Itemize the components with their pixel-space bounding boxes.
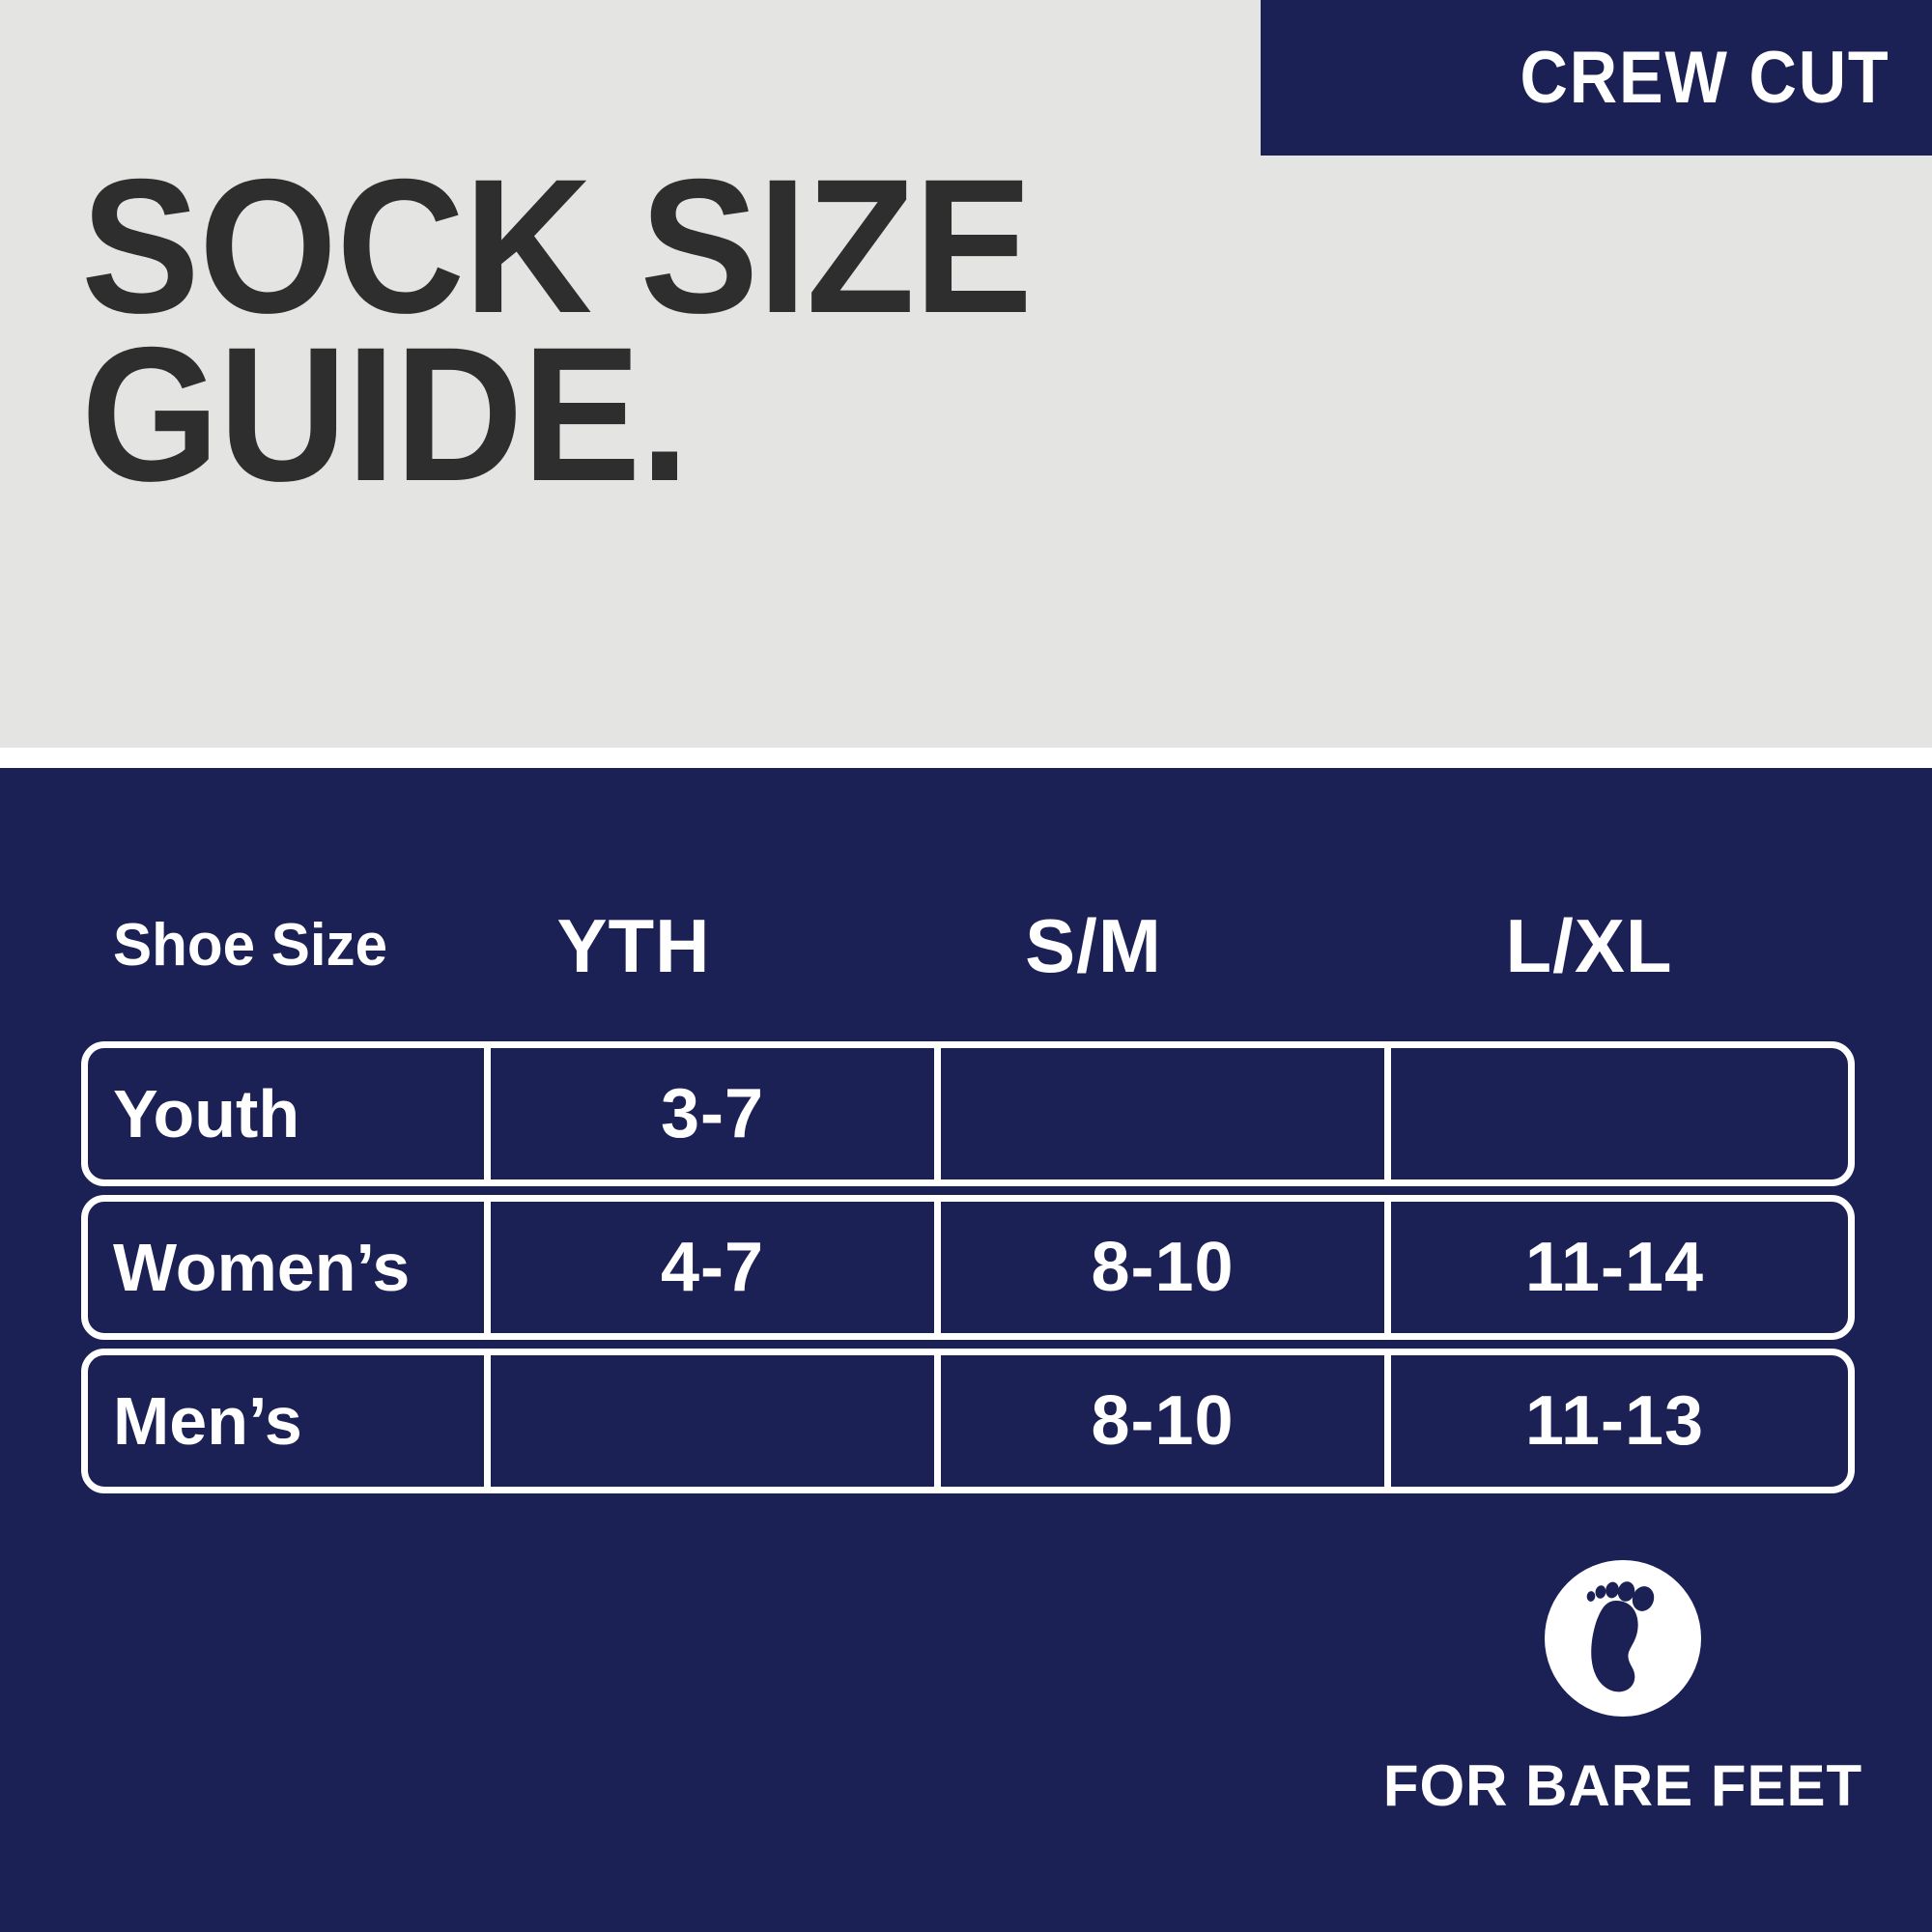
page-title-line-1: SOCK SIZE (81, 139, 1033, 353)
cell-mens-yth (484, 1355, 934, 1487)
cell-womens-yth: 4-7 (484, 1202, 934, 1333)
row-label-mens: Men’s (113, 1383, 302, 1459)
table-row: Women’s 4-7 8-10 11-14 (81, 1195, 1855, 1340)
column-header-shoe-size: Shoe Size (113, 912, 388, 979)
cell-womens-lxl: 11-14 (1384, 1202, 1838, 1333)
brand-name: FOR BARE FEET (1382, 1753, 1863, 1818)
cell-youth-yth: 3-7 (484, 1048, 934, 1179)
table-row: Men’s 8-10 11-13 (81, 1349, 1855, 1493)
cell-youth-lxl (1384, 1048, 1838, 1179)
footprint-icon (1545, 1560, 1701, 1717)
table-row: Youth 3-7 (81, 1041, 1855, 1186)
brand-logo: FOR BARE FEET (1383, 1560, 1861, 1815)
page-title-line-2: GUIDE. (81, 307, 690, 522)
size-table: Youth 3-7 Women’s 4-7 8-10 11-14 Men’s 8… (81, 1041, 1855, 1502)
crew-cut-badge: CREW CUT (1261, 0, 1932, 156)
cell-mens-lxl: 11-13 (1384, 1355, 1838, 1487)
crew-cut-badge-label: CREW CUT (1520, 36, 1890, 119)
page-title: SOCK SIZE GUIDE. (81, 139, 1033, 522)
column-header-sm: S/M (1025, 903, 1162, 988)
row-label-womens: Women’s (113, 1230, 411, 1305)
cell-mens-sm: 8-10 (934, 1355, 1384, 1487)
row-label-youth: Youth (113, 1076, 300, 1151)
cell-womens-sm: 8-10 (934, 1202, 1384, 1333)
table-header-row: Shoe Size YTH S/M L/XL (81, 908, 1855, 995)
column-header-lxl: L/XL (1505, 903, 1673, 988)
header-band: CREW CUT SOCK SIZE GUIDE. (0, 0, 1932, 748)
cell-youth-sm (934, 1048, 1384, 1179)
column-header-yth: YTH (556, 903, 711, 988)
